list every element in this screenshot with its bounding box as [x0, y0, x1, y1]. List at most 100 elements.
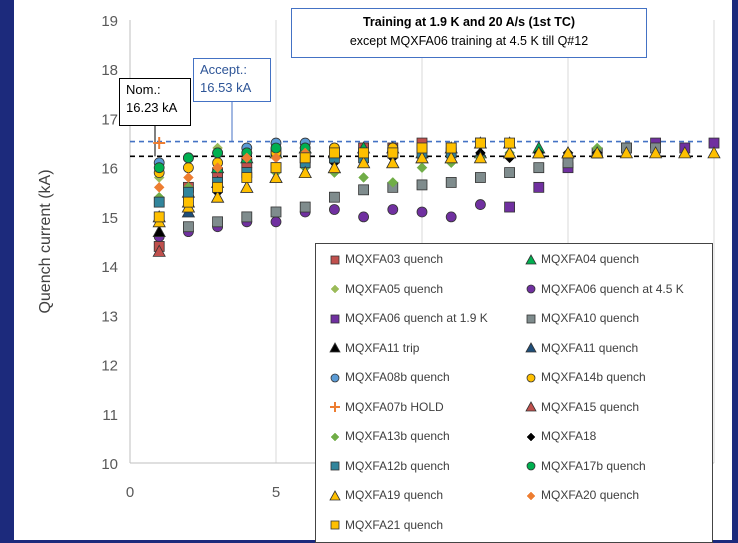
data-point — [387, 177, 399, 188]
data-point — [707, 146, 721, 159]
legend-label: MQXFA18 — [541, 429, 597, 443]
legend-marker — [526, 373, 536, 383]
legend-item: MQXFA15 quench — [524, 398, 639, 416]
nominal-callout: Nom.: 16.23 kA — [119, 78, 191, 126]
legend-label: MQXFA17b quench — [541, 458, 646, 473]
data-point — [648, 146, 663, 159]
legend-label: MQXFA10 quench — [541, 311, 640, 325]
data-point — [212, 216, 224, 228]
legend-label: MQXFA11 quench — [541, 340, 639, 355]
legend-item: MQXFA04 quench — [524, 250, 639, 268]
legend-marker — [526, 284, 536, 294]
legend-marker-shape — [330, 255, 340, 265]
data-point — [212, 162, 223, 174]
data-point — [210, 190, 225, 203]
data-point — [153, 137, 166, 150]
legend-marker — [330, 255, 340, 265]
data-point — [504, 137, 516, 149]
legend-marker-shape — [330, 461, 340, 471]
legend-marker-shape — [330, 432, 340, 442]
acceptance-callout: Accept.: 16.53 kA — [193, 58, 271, 102]
data-point — [241, 211, 253, 223]
data-point — [241, 152, 253, 164]
data-point — [153, 162, 165, 174]
data-point — [327, 160, 342, 174]
data-point — [387, 147, 399, 159]
legend-marker — [330, 373, 340, 383]
acceptance-label: Accept.: — [200, 62, 247, 77]
data-point — [474, 199, 486, 210]
data-point — [212, 147, 224, 159]
data-point — [153, 196, 165, 208]
data-point — [416, 142, 428, 154]
legend-marker-shape — [526, 284, 536, 294]
legend-label: MQXFA13b quench — [345, 429, 450, 443]
legend-item: MQXFA03 quench — [328, 250, 443, 268]
data-point — [240, 180, 254, 193]
y-tick-label: 16 — [101, 161, 118, 178]
legend-label: MQXFA20 quench — [541, 488, 640, 502]
legend-marker — [526, 491, 536, 501]
legend-marker-shape — [525, 254, 537, 265]
legend-marker — [330, 284, 340, 294]
legend-item: MQXFA12b quench — [328, 457, 450, 475]
y-tick-label: 12 — [101, 358, 118, 375]
legend-item: MQXFA10 quench — [524, 309, 639, 327]
data-point — [182, 162, 194, 174]
legend-marker-shape — [330, 520, 340, 530]
data-point — [241, 172, 253, 183]
y-tick-label: 13 — [101, 308, 118, 325]
data-point — [328, 204, 340, 215]
data-point — [474, 172, 486, 183]
legend-item: MQXFA13b quench — [328, 427, 450, 445]
data-point — [445, 177, 457, 188]
legend-label: MQXFA04 quench — [541, 252, 640, 266]
data-point — [299, 152, 311, 164]
legend-marker-shape — [330, 402, 340, 413]
legend-label: MQXFA05 quench — [345, 281, 444, 296]
data-point — [182, 221, 194, 233]
data-point — [328, 147, 340, 159]
chart-title-line2: except MQXFA06 training at 4.5 K till Q#… — [349, 34, 589, 48]
legend-marker — [526, 432, 536, 442]
data-point — [328, 191, 340, 203]
data-point — [445, 142, 457, 154]
data-point — [152, 244, 166, 257]
data-point — [358, 211, 370, 223]
legend-item: MQXFA19 quench — [328, 486, 443, 504]
legend-item: MQXFA14b quench — [524, 368, 646, 386]
data-point — [182, 196, 194, 208]
legend-item: MQXFA20 quench — [524, 486, 639, 504]
data-point — [153, 211, 165, 223]
data-point — [502, 146, 517, 159]
data-point — [561, 146, 575, 159]
data-point — [298, 165, 312, 178]
legend-marker-shape — [526, 314, 536, 324]
data-point — [416, 179, 428, 191]
legend-marker — [329, 342, 341, 353]
x-tick-label: 0 — [126, 484, 134, 501]
legend-marker — [330, 402, 340, 413]
legend-item: MQXFA11 quench — [524, 339, 638, 357]
legend-label: MQXFA12b quench — [345, 458, 450, 473]
data-point — [445, 211, 457, 223]
legend-marker-shape — [525, 401, 537, 412]
legend-marker — [526, 461, 536, 471]
data-point — [358, 147, 370, 159]
legend-item: MQXFA05 quench — [328, 280, 443, 298]
data-point — [532, 146, 546, 159]
legend-label: MQXFA08b quench — [345, 370, 450, 384]
legend-marker — [525, 401, 537, 412]
data-point — [212, 181, 224, 193]
legend-label: MQXFA06 quench at 1.9 K — [345, 311, 488, 325]
data-point — [183, 172, 194, 183]
legend-marker — [330, 520, 340, 530]
legend-marker-shape — [330, 314, 340, 324]
data-point — [270, 162, 282, 174]
legend-marker-shape — [330, 284, 340, 294]
acceptance-value: 16.53 kA — [200, 80, 252, 95]
data-point — [416, 206, 428, 218]
y-tick-label: 15 — [101, 210, 118, 227]
data-point — [386, 155, 400, 169]
